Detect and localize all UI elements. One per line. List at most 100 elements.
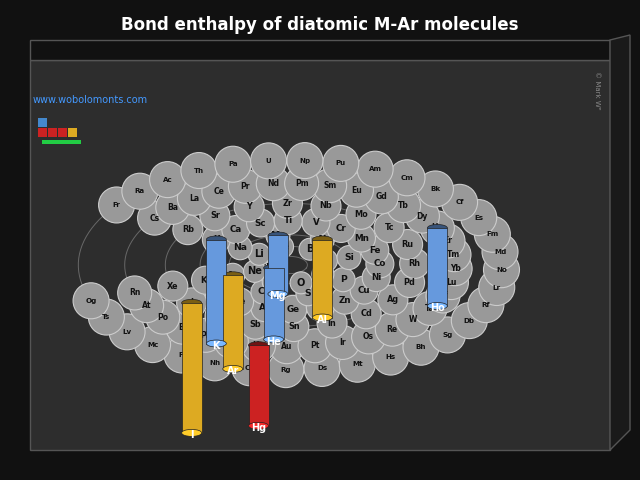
Circle shape — [327, 215, 355, 242]
Text: Ho: Ho — [431, 224, 444, 232]
Text: La: La — [189, 194, 200, 203]
Text: In: In — [328, 319, 337, 327]
Text: Rf: Rf — [482, 301, 490, 308]
Circle shape — [311, 191, 341, 221]
Text: Mo: Mo — [354, 210, 368, 219]
Text: Mt: Mt — [352, 361, 363, 367]
Text: Cr: Cr — [336, 224, 347, 233]
Text: Mc: Mc — [147, 342, 158, 348]
Circle shape — [302, 208, 330, 237]
Circle shape — [122, 173, 158, 209]
Circle shape — [442, 184, 477, 220]
Text: Rh: Rh — [409, 259, 420, 268]
Circle shape — [392, 229, 422, 260]
Ellipse shape — [312, 314, 332, 321]
Text: Pb: Pb — [200, 331, 211, 340]
Polygon shape — [248, 345, 269, 426]
Circle shape — [331, 286, 359, 314]
Circle shape — [417, 171, 453, 207]
Text: Mn: Mn — [354, 234, 369, 242]
Ellipse shape — [223, 365, 243, 372]
Polygon shape — [428, 228, 447, 306]
Text: Y: Y — [246, 202, 252, 211]
Circle shape — [413, 291, 447, 325]
Circle shape — [279, 295, 307, 324]
Text: Bh: Bh — [416, 344, 426, 350]
Circle shape — [346, 199, 376, 229]
Text: S: S — [305, 289, 311, 298]
Ellipse shape — [223, 272, 243, 279]
Text: No: No — [496, 267, 507, 273]
Circle shape — [221, 264, 244, 288]
Ellipse shape — [182, 430, 202, 436]
Text: Re: Re — [387, 324, 398, 334]
Circle shape — [274, 206, 302, 235]
Circle shape — [287, 143, 323, 179]
Text: © Mark Wᵉ: © Mark Wᵉ — [594, 71, 600, 109]
Text: Ga: Ga — [314, 302, 327, 312]
Text: As: As — [259, 303, 271, 312]
Circle shape — [310, 228, 335, 252]
Ellipse shape — [248, 342, 269, 348]
Ellipse shape — [206, 236, 227, 243]
FancyBboxPatch shape — [67, 128, 77, 136]
Text: Mg: Mg — [269, 291, 286, 301]
FancyBboxPatch shape — [58, 128, 67, 136]
Text: Rn: Rn — [129, 288, 140, 298]
Bar — [42, 140, 81, 144]
Circle shape — [429, 317, 465, 353]
Circle shape — [177, 181, 211, 216]
Circle shape — [189, 318, 223, 352]
Text: Tm: Tm — [447, 250, 461, 259]
Circle shape — [431, 224, 465, 258]
Text: Si: Si — [344, 253, 354, 262]
Polygon shape — [206, 240, 227, 344]
Circle shape — [474, 216, 510, 252]
Circle shape — [426, 279, 460, 313]
Text: Pt: Pt — [310, 341, 320, 350]
Circle shape — [316, 250, 337, 271]
Circle shape — [266, 224, 290, 248]
Text: K: K — [212, 341, 220, 351]
Circle shape — [173, 215, 203, 245]
Circle shape — [251, 280, 275, 304]
Ellipse shape — [206, 340, 227, 347]
Text: Ce: Ce — [214, 187, 224, 196]
Text: Sc: Sc — [255, 218, 266, 228]
Circle shape — [461, 200, 497, 236]
Circle shape — [214, 324, 248, 359]
Circle shape — [246, 209, 275, 237]
Text: Es: Es — [474, 215, 483, 221]
Text: Fr: Fr — [113, 202, 120, 208]
Circle shape — [323, 145, 359, 181]
Text: Cs: Cs — [150, 214, 159, 223]
Text: W: W — [409, 315, 417, 324]
Circle shape — [99, 187, 134, 223]
Circle shape — [339, 173, 374, 207]
Circle shape — [317, 308, 347, 338]
Circle shape — [357, 151, 393, 187]
Circle shape — [420, 211, 454, 245]
Text: Ho: Ho — [430, 303, 445, 313]
Circle shape — [403, 329, 439, 365]
Circle shape — [483, 252, 520, 288]
Circle shape — [395, 267, 424, 298]
Circle shape — [241, 328, 276, 362]
Text: Mg: Mg — [270, 231, 286, 240]
Circle shape — [339, 346, 375, 382]
Text: I: I — [190, 299, 193, 307]
Text: Cm: Cm — [401, 175, 413, 181]
Text: Kr: Kr — [200, 276, 211, 285]
Polygon shape — [264, 268, 284, 339]
Text: Pm: Pm — [295, 179, 308, 188]
Circle shape — [228, 236, 252, 260]
Text: Hf: Hf — [438, 291, 448, 300]
Polygon shape — [268, 236, 288, 294]
Circle shape — [482, 234, 518, 270]
Circle shape — [268, 352, 304, 388]
Ellipse shape — [428, 302, 447, 310]
Text: Rb: Rb — [182, 225, 194, 234]
Polygon shape — [610, 35, 630, 450]
Circle shape — [251, 143, 287, 179]
Circle shape — [118, 276, 152, 310]
